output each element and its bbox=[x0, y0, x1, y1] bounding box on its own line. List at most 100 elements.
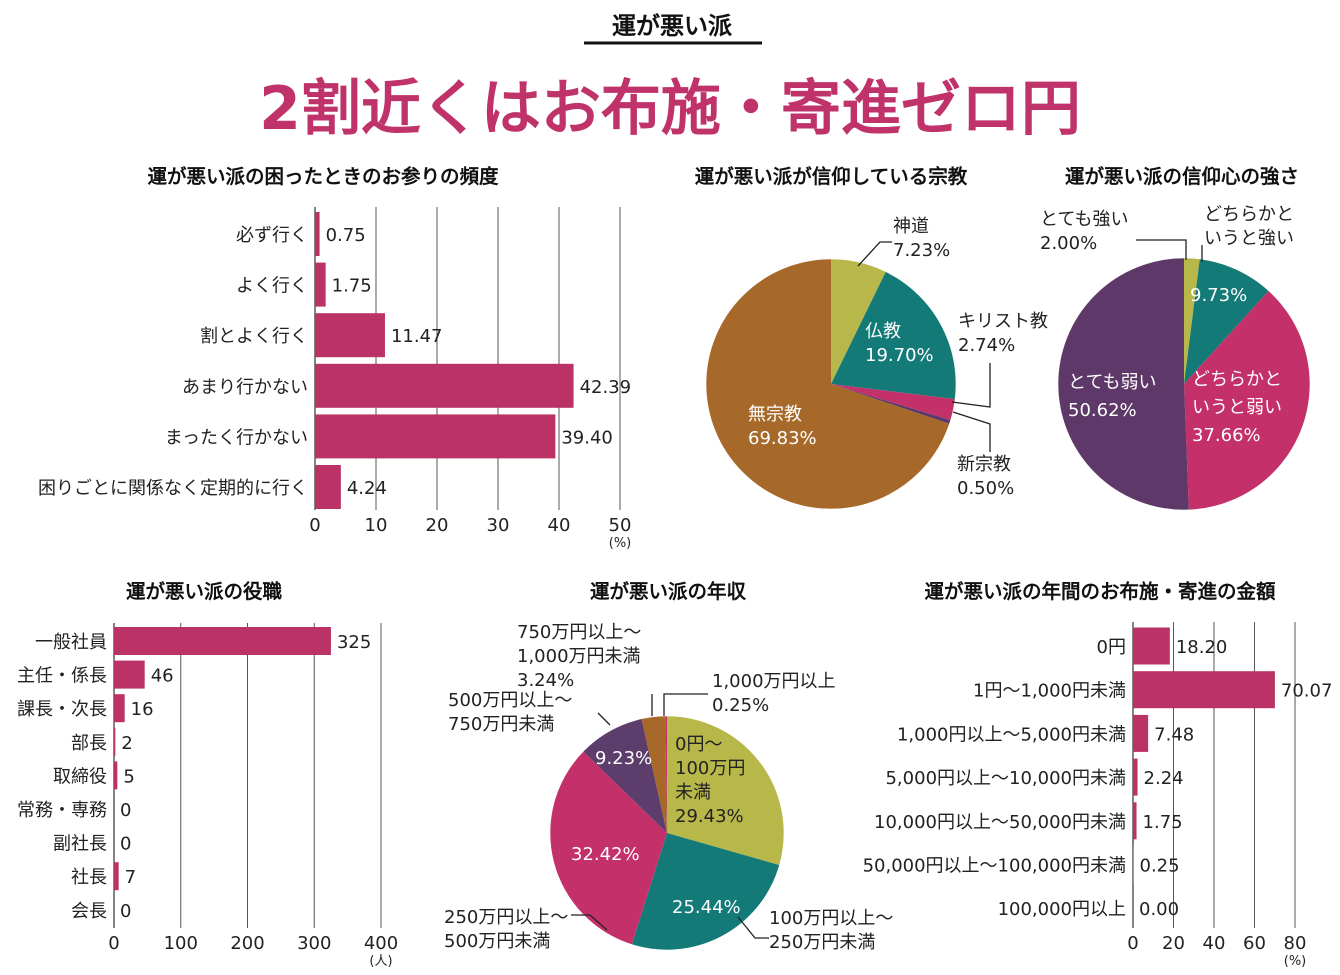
leader-line bbox=[663, 693, 708, 716]
slice-label: どちらかというと弱い 37.66% bbox=[1192, 369, 1282, 446]
value-label: 7.48 bbox=[1154, 724, 1194, 745]
x-tick-label: 100 bbox=[164, 933, 198, 954]
leader-line bbox=[952, 411, 991, 452]
bar bbox=[1133, 671, 1275, 709]
value-label: 16 bbox=[131, 699, 154, 720]
bar bbox=[1133, 758, 1138, 796]
category-label: 主任・係長 bbox=[17, 666, 107, 687]
religion-chart-title: 運が悪い派が信仰している宗教 bbox=[695, 165, 968, 188]
category-label: 100,000円以上 bbox=[998, 899, 1126, 920]
slice-label: 25.44% bbox=[672, 897, 741, 918]
bar bbox=[1133, 802, 1137, 840]
donation-chart-title: 運が悪い派の年間のお布施・寄進の金額 bbox=[924, 580, 1276, 603]
unit-label: (%) bbox=[1284, 954, 1307, 969]
leader-line bbox=[597, 712, 611, 726]
faith-chart-title: 運が悪い派の信仰心の強さ bbox=[1065, 165, 1299, 188]
bar bbox=[1133, 714, 1149, 752]
bar bbox=[315, 414, 556, 459]
x-tick-label: 0 bbox=[108, 933, 119, 954]
slice-label: 神道 7.23% bbox=[893, 216, 950, 261]
pie-slice bbox=[631, 833, 780, 950]
slice-label: 9.23% bbox=[595, 748, 652, 769]
value-label: 70.07 bbox=[1281, 681, 1333, 702]
unit-label: (人) bbox=[369, 954, 392, 969]
category-label: 必ず行く bbox=[236, 225, 308, 246]
x-tick-label: 50 bbox=[609, 515, 632, 536]
value-label: 46 bbox=[151, 666, 174, 687]
value-label: 0 bbox=[120, 834, 131, 855]
bar bbox=[315, 262, 326, 307]
value-label: 11.47 bbox=[391, 326, 443, 347]
slice-label: 9.73% bbox=[1190, 285, 1247, 306]
pie-slice bbox=[831, 271, 956, 400]
pie-slice bbox=[706, 259, 950, 509]
category-label: 5,000円以上〜10,000円未満 bbox=[885, 768, 1126, 789]
slice-label: 750万円以上〜 1,000万円未満 3.24% bbox=[517, 622, 641, 691]
x-tick-label: 0 bbox=[309, 515, 320, 536]
x-tick-label: 400 bbox=[364, 933, 398, 954]
category-label: 割とよく行く bbox=[200, 326, 308, 347]
faith-pie-chart: とても強い 2.00% どちらかというと強い 9.73% どちらかというと弱い 37.66… bbox=[1040, 204, 1311, 511]
frequency-bar-chart: 0 10 20 30 40 50(%) 必ず行く 0.75 よく行く 1.75 割とよく行く 11.4… bbox=[38, 207, 631, 551]
value-label: 1.75 bbox=[1143, 812, 1183, 833]
x-tick-label: 20 bbox=[426, 515, 449, 536]
pie-slice bbox=[1184, 290, 1311, 510]
value-label: 5 bbox=[123, 766, 134, 787]
slice-label: キリスト教 2.74% bbox=[958, 311, 1048, 356]
bar bbox=[315, 212, 320, 256]
bar bbox=[315, 465, 341, 509]
pie-slice bbox=[550, 751, 667, 945]
bar bbox=[1133, 846, 1134, 883]
x-tick-label: 30 bbox=[487, 515, 510, 536]
leader-line bbox=[571, 914, 608, 931]
category-label: 会長 bbox=[71, 901, 107, 922]
bar bbox=[1133, 627, 1170, 665]
header-title: 2割近くはお布施・寄進ゼロ円 bbox=[259, 74, 1081, 144]
x-tick-label: 20 bbox=[1162, 933, 1185, 954]
income-pie-chart: 0円〜 100万円未満 29.43% 25.44% 100万円以上〜 250万円未満 32.… bbox=[444, 622, 893, 953]
value-label: 0 bbox=[120, 800, 131, 821]
slice-label: とても強い 2.00% bbox=[1040, 209, 1129, 254]
header-subtitle: 運が悪い派 bbox=[612, 12, 732, 40]
value-label: 0.00 bbox=[1139, 899, 1179, 920]
pie-slice bbox=[665, 716, 667, 833]
slice-label: 無宗教 69.83% bbox=[748, 404, 817, 449]
slice-label: 1,000万円以上 0.25% bbox=[712, 671, 836, 716]
category-label: 副社長 bbox=[53, 834, 107, 855]
leader-line bbox=[1136, 239, 1187, 260]
donation-bar-chart: 0 20 40 60 80(%) 0円 18.20 1円〜1,000円未満 70.07 1,000… bbox=[863, 622, 1333, 969]
value-label: 0 bbox=[120, 901, 131, 922]
pie-slice bbox=[1058, 258, 1189, 510]
x-tick-label: 0 bbox=[1127, 933, 1138, 954]
category-label: 常務・専務 bbox=[17, 800, 107, 821]
category-label: 0円 bbox=[1097, 637, 1126, 658]
category-label: 社長 bbox=[71, 867, 107, 888]
category-label: よく行く bbox=[236, 276, 308, 297]
religion-pie-chart: 神道 7.23% 仏教 19.70% キリスト教 2.74% 新宗教 0.50% 無宗教 69.8… bbox=[705, 216, 1048, 510]
unit-label: (%) bbox=[609, 536, 632, 551]
slice-label: 100万円以上〜 250万円未満 bbox=[769, 908, 893, 953]
pie-outline bbox=[549, 715, 785, 951]
slice-label: 新宗教 0.50% bbox=[957, 454, 1014, 499]
value-label: 2.24 bbox=[1144, 768, 1184, 789]
value-label: 7 bbox=[125, 867, 136, 888]
bar bbox=[315, 363, 574, 408]
category-label: 1円〜1,000円未満 bbox=[973, 681, 1126, 702]
pie-outline bbox=[705, 258, 957, 510]
slice-label: 500万円以上〜 750万円未満 bbox=[448, 690, 572, 735]
bar bbox=[114, 660, 145, 689]
position-chart-title: 運が悪い派の役職 bbox=[126, 580, 283, 603]
category-label: 取締役 bbox=[53, 766, 107, 787]
value-label: 2 bbox=[121, 733, 132, 754]
income-chart-title: 運が悪い派の年収 bbox=[590, 580, 747, 603]
value-label: 1.75 bbox=[332, 276, 372, 297]
pie-slice bbox=[831, 384, 951, 424]
x-tick-label: 60 bbox=[1243, 933, 1266, 954]
category-label: 50,000円以上〜100,000円未満 bbox=[863, 856, 1126, 877]
value-label: 325 bbox=[337, 632, 371, 653]
value-label: 18.20 bbox=[1176, 637, 1228, 658]
leader-line bbox=[737, 916, 769, 939]
x-tick-label: 40 bbox=[548, 515, 571, 536]
pie-slice bbox=[641, 716, 667, 833]
